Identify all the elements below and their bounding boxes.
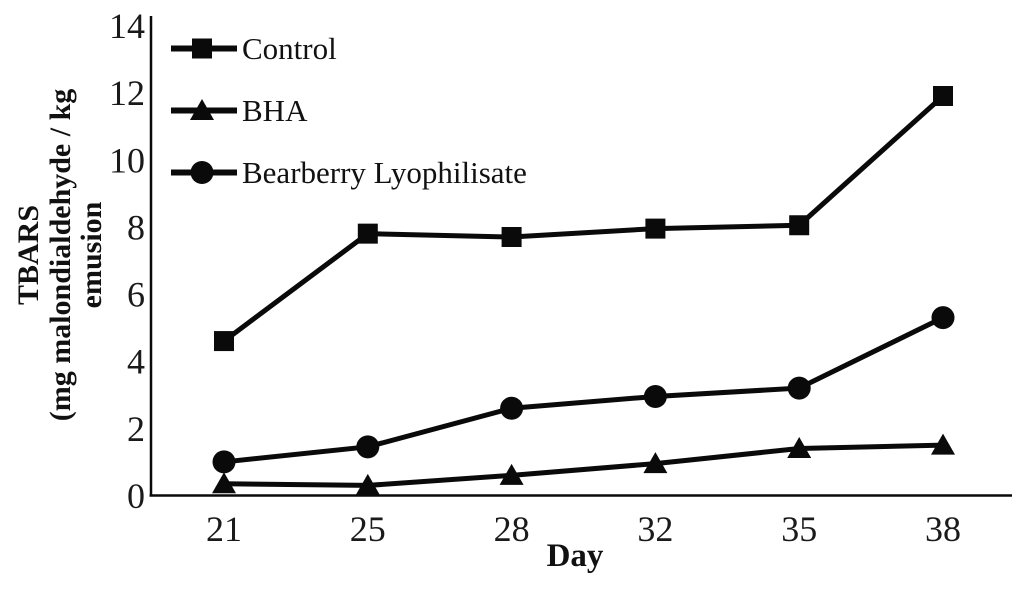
y-tick-label: 4	[127, 342, 145, 382]
y-tick-label: 0	[127, 476, 145, 516]
y-tick-label: 10	[109, 140, 145, 180]
square-marker-icon	[171, 38, 237, 59]
triangle-marker	[190, 99, 214, 120]
x-tick-labels: 21 25 28 32 35 38	[206, 509, 961, 549]
triangle-marker	[212, 472, 236, 494]
circle-marker	[787, 376, 811, 400]
circle-marker-icon	[171, 161, 237, 184]
legend-item-control: Control	[170, 30, 527, 66]
legend-label: Control	[242, 30, 337, 66]
triangle-marker	[787, 437, 812, 458]
axes	[149, 16, 1012, 497]
series-line	[223, 315, 945, 465]
legend-label: Bearberry Lyophilisate	[242, 154, 527, 190]
circle-marker	[190, 161, 214, 184]
series-bearberry-lyophilisate	[212, 306, 955, 474]
triangle-marker	[643, 452, 668, 474]
circle-marker	[500, 396, 524, 420]
series-control	[214, 86, 953, 352]
circle-marker	[931, 306, 955, 330]
legend: Control BHA Bearberry Lyophilisate	[170, 30, 527, 190]
y-tick-label: 2	[127, 409, 145, 449]
square-marker	[214, 331, 234, 352]
y-tick-label: 12	[109, 73, 145, 113]
circle-marker	[643, 384, 667, 408]
x-tick-label: 35	[781, 509, 817, 549]
triangle-marker	[499, 463, 524, 485]
triangle-marker	[355, 473, 380, 495]
square-marker	[933, 86, 953, 106]
series-bha	[212, 433, 955, 495]
square-marker	[357, 223, 378, 244]
circle-marker	[212, 450, 236, 474]
square-marker	[789, 215, 810, 236]
x-tick-label: 32	[637, 509, 673, 549]
legend-label: BHA	[242, 92, 308, 128]
square-marker	[501, 227, 522, 247]
series-line	[222, 94, 945, 344]
y-tick-label: 8	[127, 207, 145, 247]
x-tick-label: 21	[206, 509, 242, 549]
square-marker	[192, 38, 212, 59]
x-axis-title: Day	[546, 538, 604, 574]
y-tick-label: 14	[109, 6, 145, 46]
x-tick-label: 25	[350, 509, 386, 549]
legend-item-bearberry-lyophilisate: Bearberry Lyophilisate	[170, 154, 527, 190]
triangle-marker-icon	[171, 99, 237, 120]
legend-item-bha: BHA	[170, 92, 527, 128]
square-marker	[645, 218, 666, 239]
series-line	[223, 442, 944, 488]
triangle-marker	[931, 433, 955, 455]
y-tick-labels: 0 2 4 6 8 10 12 14	[109, 6, 145, 516]
x-tick-label: 38	[925, 509, 961, 549]
circle-marker	[356, 435, 380, 459]
x-tick-label: 28	[494, 509, 530, 549]
y-tick-label: 6	[127, 275, 145, 315]
